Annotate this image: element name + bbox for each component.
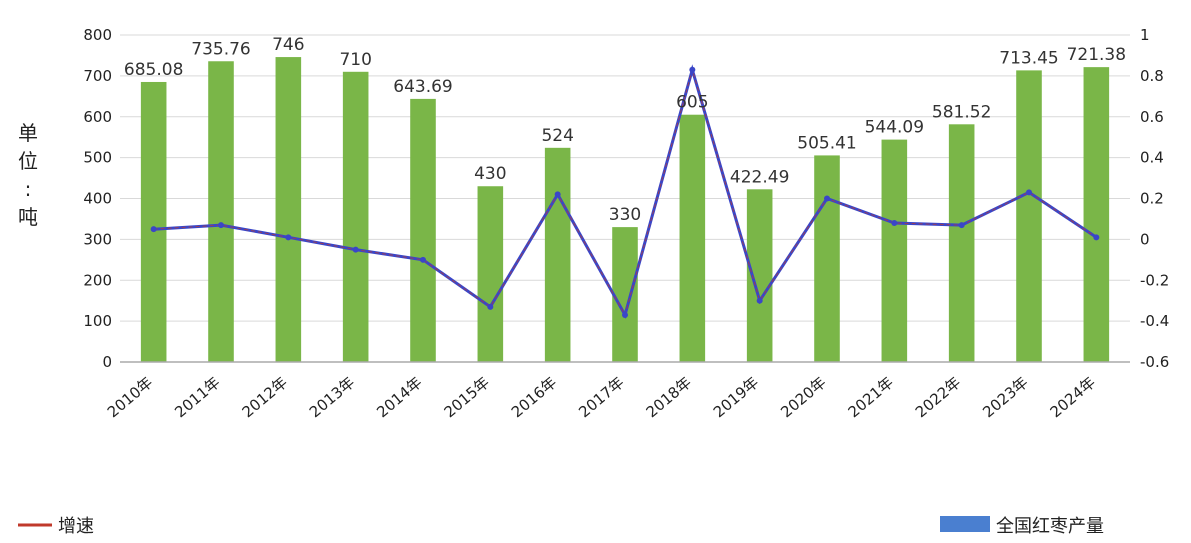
left-axis-tick-label: 100 — [83, 312, 112, 330]
bar — [746, 189, 773, 362]
bar-data-label: 422.49 — [730, 167, 789, 187]
data-labels: 685.08 735.76 746 710 643.69 430 524 330 605 422.… — [124, 35, 1126, 225]
left-axis-tick-label: 400 — [83, 190, 112, 208]
bar-series — [140, 57, 1110, 363]
growth-point — [1026, 189, 1032, 196]
bar — [948, 124, 975, 362]
bar-data-label: 524 — [541, 126, 573, 146]
growth-point — [958, 222, 965, 229]
bar-data-label: 330 — [609, 205, 641, 225]
y-axis-label-char: : — [25, 177, 32, 201]
bar — [342, 71, 369, 362]
y-axis-label-char: 位 — [18, 149, 38, 173]
bar — [208, 61, 234, 363]
bar — [1083, 67, 1110, 362]
bar-data-label: 643.69 — [393, 77, 452, 97]
bar — [814, 155, 840, 362]
bar-data-label: 430 — [474, 164, 506, 184]
bar-data-label: 713.45 — [999, 48, 1058, 68]
left-axis-tick-label: 500 — [83, 149, 112, 167]
growth-point — [891, 220, 898, 227]
growth-point — [1093, 234, 1100, 241]
right-axis-tick-label: 0.8 — [1140, 67, 1164, 85]
bar — [544, 147, 571, 362]
growth-line-series — [150, 64, 1100, 319]
bar-data-label: 685.08 — [124, 60, 183, 80]
bar — [477, 186, 504, 362]
growth-point — [756, 297, 763, 304]
left-axis-tick-label: 300 — [83, 230, 112, 248]
bar-data-label: 605 — [676, 93, 708, 113]
bar — [679, 114, 706, 362]
growth-point — [554, 191, 561, 198]
growth-point — [824, 195, 830, 202]
legend: 增速 全国红枣产量 — [18, 516, 1104, 537]
bar — [140, 81, 167, 363]
legend-swatch-production — [940, 516, 990, 532]
growth-point — [622, 311, 628, 318]
bar-data-label: 710 — [339, 50, 371, 70]
growth-point — [689, 66, 696, 73]
bar — [410, 98, 436, 362]
left-axis-tick-label: 800 — [83, 26, 112, 44]
right-axis-tick-label: 1 — [1140, 26, 1150, 44]
y-axis-label-char: 吨 — [18, 205, 38, 229]
right-axis-tick-label: 0.2 — [1140, 190, 1164, 208]
growth-point — [487, 303, 494, 310]
growth-point — [150, 226, 157, 233]
bar-data-label: 581.52 — [932, 102, 991, 122]
bar — [881, 139, 908, 362]
bar-data-label: 544.09 — [865, 118, 924, 138]
legend-label-growth: 增速 — [58, 516, 94, 537]
growth-point — [420, 256, 426, 263]
left-axis-tick-label: 0 — [102, 353, 112, 371]
right-axis-tick-label: 0 — [1140, 230, 1150, 248]
bar-data-label: 721.38 — [1067, 45, 1126, 65]
left-axis-tick-label: 200 — [83, 271, 112, 289]
growth-point — [285, 234, 292, 241]
bar — [275, 57, 302, 362]
left-axis-tick-label: 700 — [83, 67, 112, 85]
right-axis-tick-label: 0.6 — [1140, 108, 1164, 126]
left-axis-tick-label: 600 — [83, 108, 112, 126]
y-axis-label-char: 单 — [18, 121, 38, 145]
growth-point — [218, 222, 224, 229]
bar-data-label: 505.41 — [797, 133, 856, 153]
right-axis-tick-label: -0.4 — [1140, 312, 1169, 330]
growth-point — [352, 246, 359, 253]
bar — [612, 227, 638, 362]
bar-data-label: 735.76 — [191, 39, 250, 59]
bar — [1016, 70, 1042, 362]
right-axis-tick-label: -0.6 — [1140, 353, 1169, 371]
bar-data-label: 746 — [272, 35, 304, 55]
right-axis-tick-label: -0.2 — [1140, 271, 1169, 289]
right-axis-tick-label: 0.4 — [1140, 149, 1164, 167]
legend-label-production: 全国红枣产量 — [996, 516, 1104, 537]
